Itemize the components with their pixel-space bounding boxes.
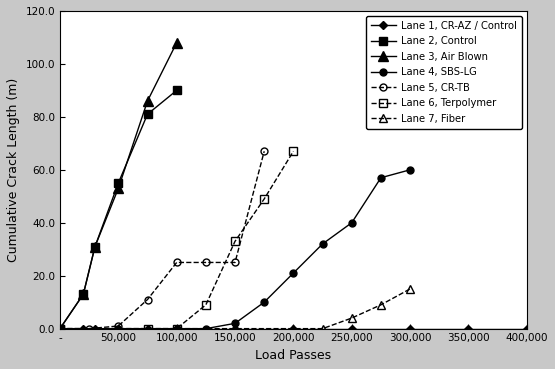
Lane 6, Terpolymer (203, 303, 209, 307)
Lane 4, SBS-LG (232, 321, 239, 325)
Lane 6, Terpolymer (173, 327, 180, 331)
Lane 7, Fiber (319, 327, 326, 331)
Lane 5, CR-TB (203, 260, 209, 265)
Lane 6, Terpolymer (290, 149, 297, 154)
Line: Lane 2, Control: Lane 2, Control (56, 86, 181, 333)
Lane 2, Control (144, 112, 151, 116)
Line: Lane 4, SBS-LG: Lane 4, SBS-LG (57, 166, 413, 332)
Lane 2, Control (115, 181, 122, 185)
Lane 3, Air Blown (115, 186, 122, 190)
Lane 5, CR-TB (261, 149, 268, 154)
Lane 4, SBS-LG (319, 242, 326, 246)
Line: Lane 3, Air Blown: Lane 3, Air Blown (55, 38, 181, 334)
Lane 5, CR-TB (232, 260, 239, 265)
Lane 1, CR-AZ / Control (173, 327, 180, 331)
Lane 2, Control (173, 88, 180, 93)
Line: Lane 7, Fiber: Lane 7, Fiber (56, 285, 414, 333)
Lane 5, CR-TB (57, 327, 63, 331)
Lane 4, SBS-LG (115, 327, 122, 331)
Lane 1, CR-AZ / Control (80, 327, 87, 331)
Lane 1, CR-AZ / Control (115, 327, 122, 331)
Lane 4, SBS-LG (57, 327, 63, 331)
Lane 5, CR-TB (86, 327, 93, 331)
Lane 6, Terpolymer (57, 327, 63, 331)
Lane 4, SBS-LG (173, 327, 180, 331)
Y-axis label: Cumulative Crack Length (m): Cumulative Crack Length (m) (7, 77, 20, 262)
Lane 1, CR-AZ / Control (57, 327, 63, 331)
Lane 1, CR-AZ / Control (92, 327, 98, 331)
Lane 6, Terpolymer (232, 239, 239, 244)
Lane 1, CR-AZ / Control (144, 327, 151, 331)
Lane 2, Control (57, 327, 63, 331)
Lane 7, Fiber (173, 327, 180, 331)
Lane 2, Control (80, 292, 87, 296)
Lane 3, Air Blown (57, 327, 63, 331)
Lane 3, Air Blown (80, 292, 87, 296)
Lane 1, CR-AZ / Control (349, 327, 355, 331)
Lane 4, SBS-LG (377, 176, 384, 180)
Lane 7, Fiber (57, 327, 63, 331)
Lane 3, Air Blown (92, 244, 98, 249)
Lane 1, CR-AZ / Control (465, 327, 472, 331)
Lane 2, Control (92, 244, 98, 249)
Lane 1, CR-AZ / Control (232, 327, 239, 331)
Lane 5, CR-TB (144, 297, 151, 302)
Lane 4, SBS-LG (407, 168, 413, 172)
Lane 7, Fiber (349, 316, 355, 320)
Lane 4, SBS-LG (349, 221, 355, 225)
Lane 6, Terpolymer (144, 327, 151, 331)
Lane 6, Terpolymer (261, 197, 268, 201)
Lane 3, Air Blown (144, 99, 151, 103)
Lane 1, CR-AZ / Control (290, 327, 297, 331)
Lane 3, Air Blown (173, 41, 180, 45)
Lane 4, SBS-LG (290, 271, 297, 275)
Lane 4, SBS-LG (203, 327, 209, 331)
Legend: Lane 1, CR-AZ / Control, Lane 2, Control, Lane 3, Air Blown, Lane 4, SBS-LG, Lan: Lane 1, CR-AZ / Control, Lane 2, Control… (366, 16, 522, 129)
Line: Lane 6, Terpolymer: Lane 6, Terpolymer (56, 147, 297, 333)
Lane 1, CR-AZ / Control (407, 327, 413, 331)
Lane 7, Fiber (290, 327, 297, 331)
X-axis label: Load Passes: Load Passes (255, 349, 331, 362)
Lane 5, CR-TB (115, 324, 122, 328)
Lane 5, CR-TB (173, 260, 180, 265)
Lane 7, Fiber (407, 287, 413, 291)
Line: Lane 5, CR-TB: Lane 5, CR-TB (57, 148, 268, 332)
Line: Lane 1, CR-AZ / Control: Lane 1, CR-AZ / Control (57, 326, 529, 331)
Lane 1, CR-AZ / Control (523, 327, 530, 331)
Lane 4, SBS-LG (261, 300, 268, 304)
Lane 7, Fiber (377, 303, 384, 307)
